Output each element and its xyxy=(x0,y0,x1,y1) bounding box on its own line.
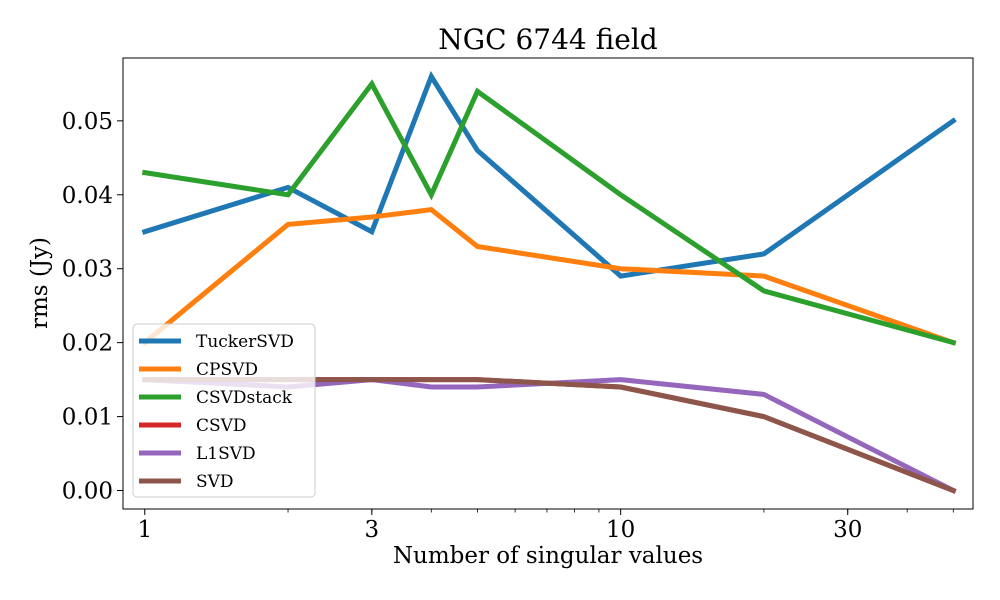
legend-label: L1SVD xyxy=(196,444,256,464)
x-tick-label: 1 xyxy=(137,517,152,543)
x-axis-label: Number of singular values xyxy=(393,543,703,569)
chart-title: NGC 6744 field xyxy=(438,23,658,56)
y-tick-label: 0.01 xyxy=(62,405,113,431)
y-tick-label: 0.00 xyxy=(62,479,113,505)
y-axis-ticks: 0.00 0.01 0.02 0.03 0.04 0.05 xyxy=(62,109,123,505)
y-axis-label: rms (Jy) xyxy=(27,237,53,329)
y-tick-label: 0.04 xyxy=(62,183,113,209)
x-tick-label: 10 xyxy=(606,517,635,543)
series-line-csvdstack xyxy=(141,79,957,346)
y-tick-label: 0.05 xyxy=(62,109,113,135)
legend-label: CPSVD xyxy=(196,360,258,380)
y-tick-label: 0.03 xyxy=(62,257,113,283)
plot-frame xyxy=(122,57,974,510)
legend-label: SVD xyxy=(196,472,234,492)
legend-label: TuckerSVD xyxy=(196,332,294,352)
legend-label: CSVDstack xyxy=(196,388,293,408)
x-tick-label: 3 xyxy=(365,517,380,543)
plot-area xyxy=(122,57,974,510)
x-axis-ticks: 1 3 10 30 xyxy=(137,509,954,543)
legend-label: CSVD xyxy=(196,416,247,436)
series-line-tuckersvd xyxy=(141,70,957,279)
y-tick-label: 0.02 xyxy=(62,331,113,357)
legend: TuckerSVD CPSVD CSVDstack CSVD L1SVD SVD xyxy=(132,323,316,498)
x-tick-label: 30 xyxy=(833,517,862,543)
